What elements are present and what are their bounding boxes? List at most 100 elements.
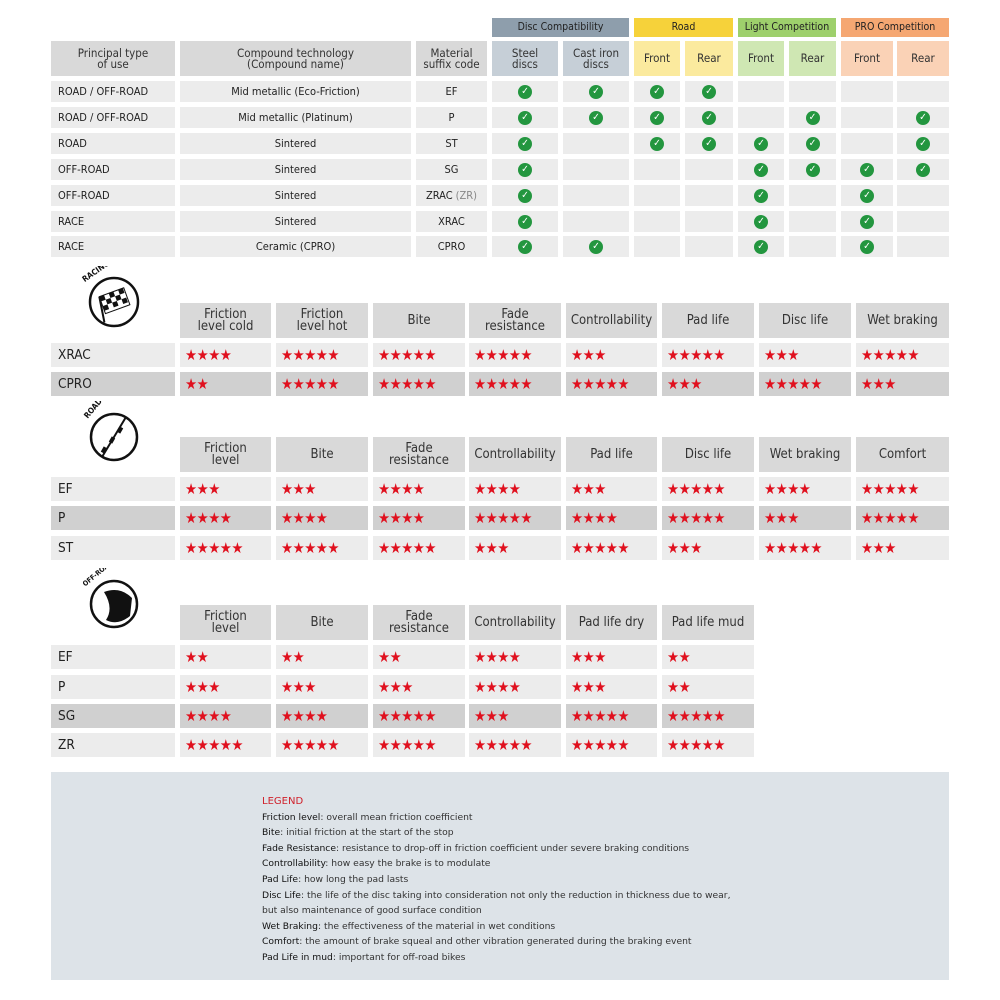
compound-code-text: ZR <box>58 736 75 753</box>
star-rating: ★★★ <box>180 675 271 699</box>
rating-header: Friction level <box>180 437 271 472</box>
legend-description: : important for off-road bikes <box>332 951 466 963</box>
group-header: Light Competition <box>738 18 836 37</box>
star-rating: ★★★ <box>662 536 754 560</box>
rating-header: Comfort <box>856 437 949 472</box>
code-cell-text: ST <box>445 137 458 150</box>
legend-description: : the life of the disc taking into consi… <box>300 889 731 901</box>
compound-code-text: XRAC <box>58 346 91 363</box>
compound-code: XRAC <box>51 343 175 367</box>
star-rating: ★★★★ <box>276 506 368 530</box>
legend-description: : how easy the brake is to modulate <box>325 858 491 870</box>
check-cell <box>634 185 680 206</box>
rating-header-text: Comfort <box>878 446 927 462</box>
legend-term: Pad Life <box>262 873 299 885</box>
check-cell <box>563 159 629 180</box>
column-header: Rear <box>789 41 836 76</box>
column-header-text: Steel discs <box>511 45 539 71</box>
check-cell: ✓ <box>563 107 629 128</box>
rating-header: Friction level cold <box>180 303 271 338</box>
compound-cell-text: Sintered <box>274 137 317 150</box>
star-rating: ★★★★ <box>469 477 561 501</box>
code-cell: XRAC <box>416 211 487 232</box>
compound-code: ZR <box>51 733 175 757</box>
legend-term: Bite <box>262 827 281 839</box>
check-cell: ✓ <box>685 107 733 128</box>
legend-item: Friction level: overall mean friction co… <box>262 810 731 826</box>
legend-term: Controllability <box>262 858 326 870</box>
code-cell: CPRO <box>416 236 487 257</box>
use-cell-text: OFF-ROAD <box>58 163 110 176</box>
check-cell <box>685 185 733 206</box>
star-rating: ★★★★★ <box>373 372 465 396</box>
compound-code: SG <box>51 704 175 728</box>
check-icon: ✓ <box>805 162 820 177</box>
legend-item: Pad Life in mud: important for off-road … <box>262 950 731 966</box>
legend-item: Comfort: the amount of brake squeal and … <box>262 934 731 950</box>
star-rating: ★★★ <box>856 536 949 560</box>
star-rating: ★★★★ <box>469 675 561 699</box>
rating-header: Fade resistance <box>373 605 465 640</box>
check-cell <box>738 107 784 128</box>
legend-item: but also maintenance of good surface con… <box>262 903 731 919</box>
rating-header-text: Controllability <box>474 614 556 630</box>
star-rating: ★★★★★ <box>276 536 368 560</box>
rating-header: Bite <box>276 605 368 640</box>
check-icon: ✓ <box>860 162 874 177</box>
check-cell <box>789 81 836 102</box>
check-cell: ✓ <box>634 107 680 128</box>
star-rating: ★★★★★ <box>566 704 657 728</box>
compound-code: ST <box>51 536 175 560</box>
compound-code-text: CPRO <box>58 375 92 392</box>
rating-header-text: Bite <box>310 614 334 630</box>
column-header: Front <box>841 41 893 76</box>
column-header: Front <box>634 41 680 76</box>
compound-cell-text: Mid metallic (Eco-Friction) <box>231 85 360 98</box>
use-cell: ROAD / OFF-ROAD <box>51 107 175 128</box>
star-rating: ★★★ <box>373 675 465 699</box>
legend-term: Comfort <box>262 936 300 948</box>
legend-item: Bite: initial friction at the start of t… <box>262 825 731 841</box>
check-icon: ✓ <box>518 239 532 254</box>
star-rating: ★★★★★ <box>856 506 949 530</box>
check-icon: ✓ <box>589 84 603 99</box>
star-rating: ★★ <box>180 372 271 396</box>
legend-description: : how long the pad lasts <box>298 873 409 885</box>
check-cell: ✓ <box>634 81 680 102</box>
legend-description: : resistance to drop-off in friction coe… <box>335 842 690 854</box>
check-cell: ✓ <box>841 236 893 257</box>
check-cell <box>789 211 836 232</box>
rating-header-text: Bite <box>310 446 334 462</box>
check-icon: ✓ <box>754 239 768 254</box>
rating-header: Pad life mud <box>662 605 754 640</box>
rating-header-text: Friction level <box>204 440 247 468</box>
check-cell: ✓ <box>789 107 836 128</box>
compound-cell: Mid metallic (Platinum) <box>180 107 411 128</box>
star-rating: ★★★★★ <box>373 733 465 757</box>
compound-cell-text: Sintered <box>274 163 317 176</box>
check-icon: ✓ <box>805 136 820 151</box>
use-cell: OFF-ROAD <box>51 185 175 206</box>
rating-header: Disc life <box>759 303 851 338</box>
use-cell-text: OFF-ROAD <box>58 189 110 202</box>
check-cell <box>685 236 733 257</box>
check-cell: ✓ <box>738 133 784 154</box>
compound-cell: Sintered <box>180 159 411 180</box>
check-icon: ✓ <box>702 136 716 151</box>
check-icon: ✓ <box>518 214 532 229</box>
check-cell: ✓ <box>634 133 680 154</box>
legend-item: Wet Braking: the effectiveness of the ma… <box>262 919 731 935</box>
check-icon: ✓ <box>916 162 930 177</box>
legend-description: : initial friction at the start of the s… <box>280 827 454 839</box>
check-cell <box>897 81 949 102</box>
check-cell: ✓ <box>492 133 558 154</box>
rating-header: Wet braking <box>759 437 851 472</box>
star-rating: ★★★★ <box>566 506 657 530</box>
column-header-text: Rear <box>800 51 825 65</box>
star-rating: ★★★★★ <box>276 733 368 757</box>
check-icon: ✓ <box>650 84 664 99</box>
compound-code-text: EF <box>58 480 73 497</box>
column-header-text: Front <box>853 51 881 65</box>
code-cell: ST <box>416 133 487 154</box>
